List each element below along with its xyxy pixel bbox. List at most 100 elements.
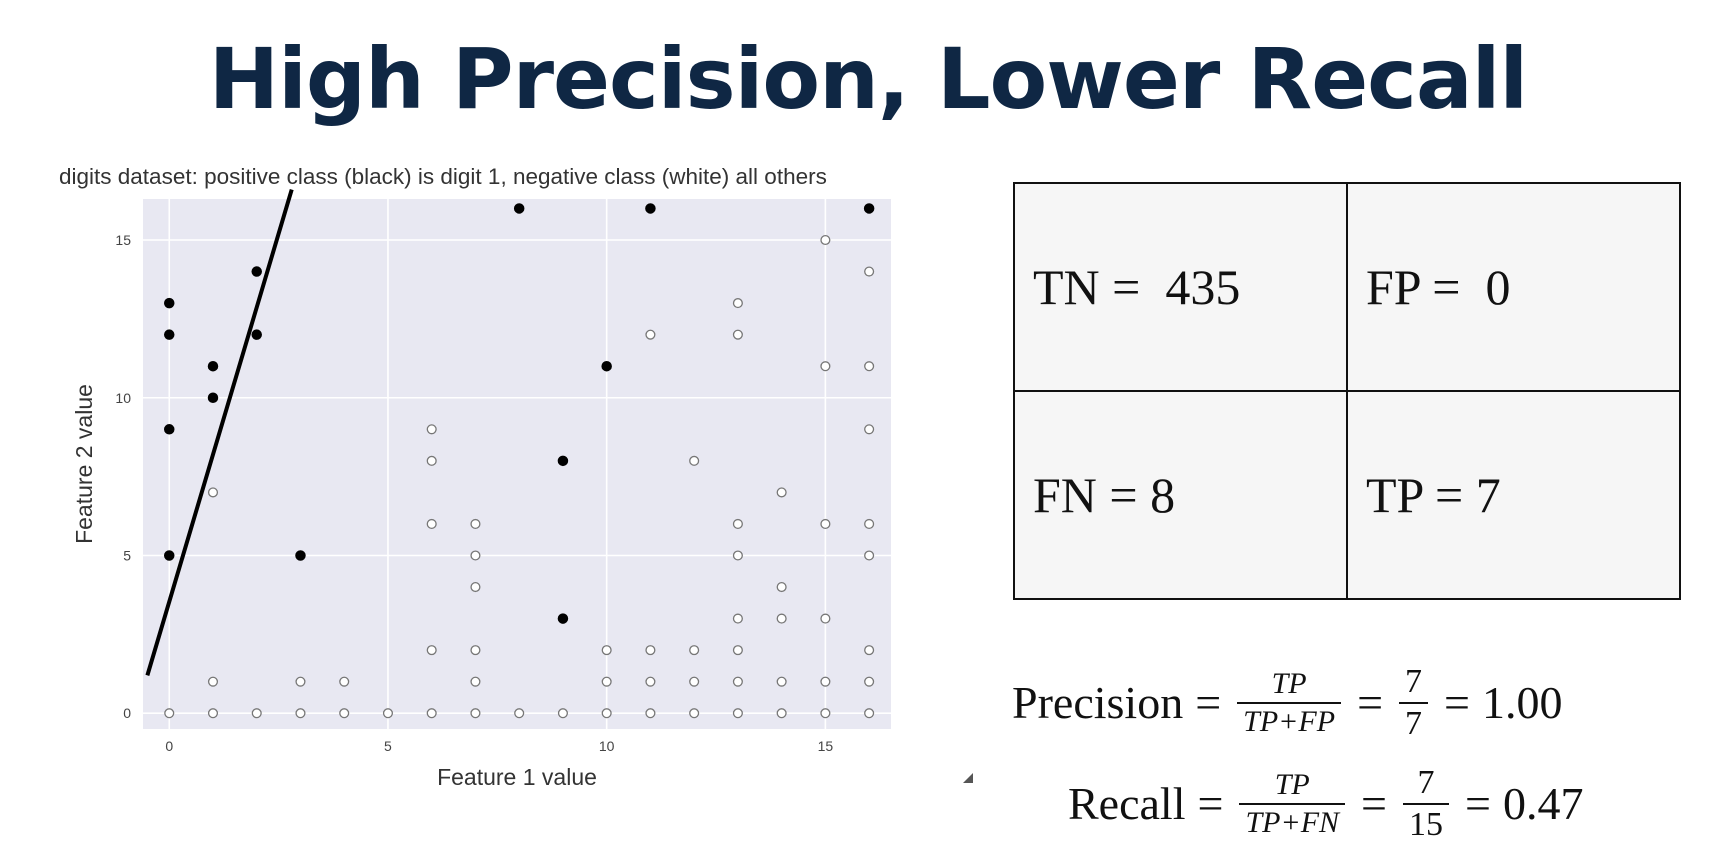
negative-point [689, 455, 700, 466]
negative-point [732, 518, 743, 529]
negative-point [732, 329, 743, 340]
negative-point [426, 424, 437, 435]
negative-point [601, 645, 612, 656]
precision-label: Precision [1012, 677, 1184, 729]
negative-point [732, 298, 743, 309]
negative-point [689, 708, 700, 719]
negative-point [732, 676, 743, 687]
y-tick-label: 10 [115, 390, 131, 406]
tick-labels: 0 5 10 15 0 5 10 15 [115, 232, 833, 754]
recall-numerator: TP [1274, 768, 1310, 802]
cell-true-positive: TP = 7 [1346, 390, 1681, 600]
positive-point [645, 203, 656, 214]
decision-boundary [145, 188, 294, 676]
scatter-plot: 0 5 10 15 0 5 10 15 Feature 1 value Feature 2 v… [71, 188, 891, 790]
negative-point [426, 645, 437, 656]
negative-point [470, 581, 481, 593]
positive-point [163, 329, 175, 340]
negative-point [820, 613, 831, 624]
positive-point [207, 392, 219, 403]
x-tick-label: 0 [165, 738, 173, 754]
negative-point [732, 550, 743, 561]
negative-point [207, 487, 219, 498]
negative-point [776, 708, 787, 719]
y-axis-label: Feature 2 value [71, 384, 97, 544]
negative-point [645, 708, 656, 719]
negative-point [164, 708, 175, 719]
positive-point [251, 329, 262, 340]
negative-point [689, 645, 700, 656]
recall-denominator: TP+FN [1239, 802, 1346, 839]
negative-point [339, 708, 350, 719]
slide-title: High Precision, Lower Recall [208, 30, 1528, 128]
negative-point [601, 676, 612, 687]
negative-point [732, 708, 743, 719]
equals-sign: = [1444, 677, 1470, 729]
precision-result: 1.00 [1481, 677, 1563, 729]
positive-point [295, 550, 306, 561]
confusion-matrix: TN = 435 FP = 0 FN = 8 TP = 7 [1013, 182, 1681, 600]
precision-value-denominator: 7 [1399, 701, 1429, 742]
plot-area [143, 199, 891, 729]
negative-point [864, 518, 875, 529]
negative-point [864, 708, 875, 719]
recall-label: Recall [1068, 778, 1186, 830]
negative-point [382, 708, 394, 719]
precision-symbolic-fraction: TP TP+FP [1237, 667, 1342, 738]
positive-point [557, 455, 569, 467]
positive-point [207, 360, 219, 372]
positive-point [163, 424, 175, 435]
precision-value-numerator: 7 [1405, 663, 1423, 700]
negative-point [645, 645, 656, 656]
negative-point [776, 676, 787, 687]
grid-lines [143, 199, 891, 729]
recall-value-denominator: 15 [1403, 802, 1449, 843]
recall-result: 0.47 [1502, 778, 1584, 830]
negative-point [820, 518, 831, 529]
negative-point [601, 708, 612, 719]
negative-point [426, 708, 437, 719]
negative-point [470, 708, 481, 719]
precision-denominator: TP+FP [1237, 701, 1342, 738]
precision-formula: Precision = TP TP+FP = 7 7 = 1.00 [1012, 664, 1562, 741]
y-tick-label: 15 [115, 232, 131, 248]
negative-point [295, 676, 306, 687]
positive-point [163, 297, 175, 309]
cell-true-negative: TN = 435 [1013, 182, 1348, 392]
positive-point [863, 203, 875, 214]
positive-point [251, 266, 262, 277]
negative-point [820, 676, 831, 687]
positive-point [601, 360, 612, 372]
negative-point [207, 708, 219, 719]
negative-point [820, 361, 831, 372]
negative-point [689, 676, 700, 687]
negative-point [864, 361, 875, 372]
decision-boundary-line [145, 188, 294, 676]
negative-point [645, 329, 656, 340]
negative-point [864, 550, 875, 561]
positive-point [163, 550, 175, 561]
recall-value-numerator: 7 [1417, 764, 1435, 801]
equals-sign: = [1195, 677, 1222, 729]
data-points [163, 203, 875, 719]
negative-point [820, 708, 831, 719]
negative-point [426, 455, 437, 466]
negative-point [732, 613, 743, 624]
equals-sign: = [1197, 778, 1224, 830]
negative-point [776, 613, 787, 624]
negative-point [426, 518, 437, 529]
y-tick-label: 0 [123, 705, 131, 721]
negative-point [864, 676, 875, 687]
negative-point [251, 708, 262, 719]
equals-sign: = [1465, 778, 1491, 830]
mouse-cursor-icon [963, 773, 973, 783]
negative-point [820, 234, 831, 246]
negative-point [645, 676, 656, 687]
negative-point [514, 708, 525, 719]
negative-point [864, 645, 875, 656]
precision-numerator: TP [1271, 667, 1307, 701]
cell-false-negative: FN = 8 [1013, 390, 1348, 600]
x-axis-label: Feature 1 value [437, 764, 597, 790]
x-tick-label: 15 [818, 738, 834, 754]
negative-point [470, 550, 481, 561]
